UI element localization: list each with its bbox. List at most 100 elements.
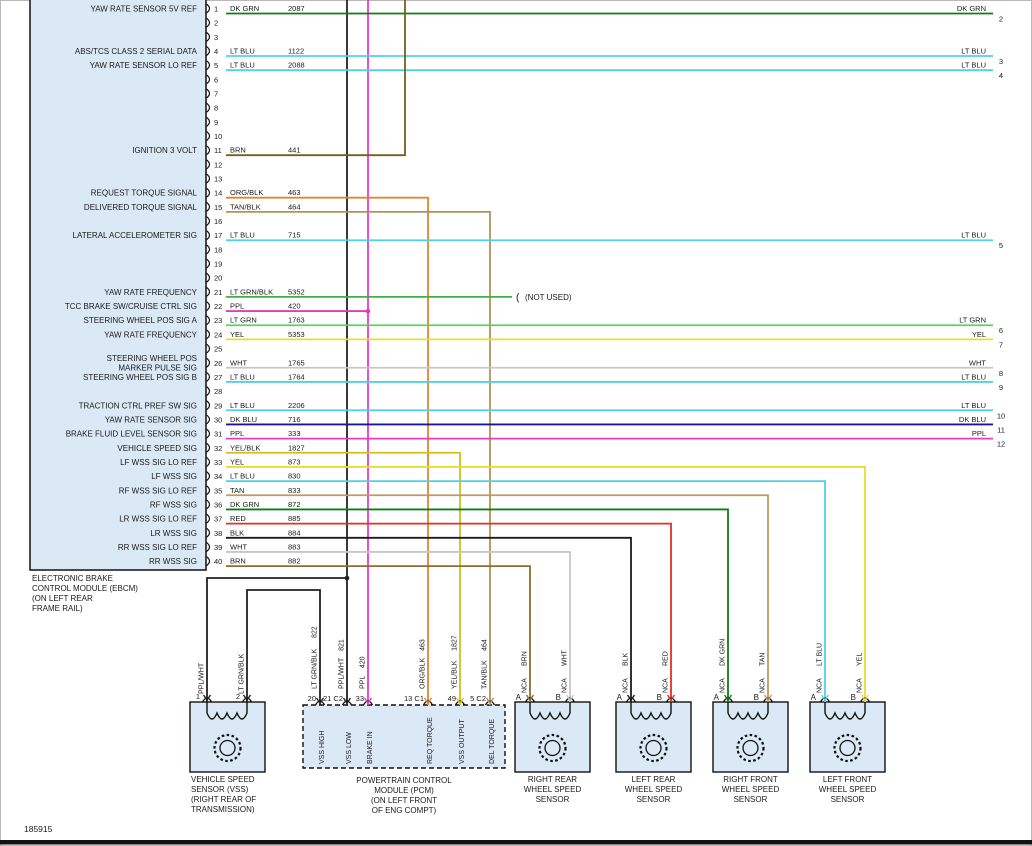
ebcm-pin-number: 40 xyxy=(214,557,222,566)
pcm-pin-number: 49 xyxy=(448,694,456,703)
ebcm-pin-number: 34 xyxy=(214,472,222,481)
ebcm-pin-label: YAW RATE SENSOR 5V REF xyxy=(90,5,197,14)
pcm-wire-color-label: TAN/BLK xyxy=(482,660,489,689)
sensor-pin-tag: NCA xyxy=(522,678,529,693)
wire-color-label: WHT xyxy=(230,358,247,367)
pcm-wire-color-label: YEL/BLK xyxy=(452,660,459,689)
wire-color-label-right: LT BLU xyxy=(961,401,986,410)
figure-number: 185915 xyxy=(24,824,53,834)
pin-connector-icon xyxy=(206,301,211,312)
pcm-pin-number: 33 xyxy=(356,694,364,703)
wheel-sensor-name: SENSOR xyxy=(831,795,865,804)
wire-color-label: BLK xyxy=(230,528,244,537)
wire-color-label: WHT xyxy=(230,542,247,551)
pin-connector-icon xyxy=(625,697,637,703)
wire-color-label: BRN xyxy=(230,557,246,566)
wheel-sensor-name: WHEEL SPEED xyxy=(819,785,877,794)
wire xyxy=(455,697,465,705)
wheel-sensor-name: RIGHT FRONT xyxy=(723,775,778,784)
ebcm-pin-label: YAW RATE SENSOR LO REF xyxy=(90,61,198,70)
coil-icon xyxy=(824,702,866,720)
sensor-pin-tag: NCA xyxy=(623,678,630,693)
pcm-pin-number: 13 C1 xyxy=(404,694,424,703)
wire-circuit-label: 2088 xyxy=(288,61,305,70)
wire xyxy=(226,0,406,157)
sensor-pin-letter: A xyxy=(714,693,720,702)
pin-connector-icon xyxy=(206,499,211,510)
wire-circuit-label: 5353 xyxy=(288,330,305,339)
sensor-pin-tag: NCA xyxy=(562,678,569,693)
pcm-wire-circuit-label: 463 xyxy=(420,639,427,651)
wheel-sensor-name: WHEEL SPEED xyxy=(625,785,683,794)
pin-connector-icon xyxy=(859,697,871,703)
wire-circuit-label: 464 xyxy=(288,202,301,211)
wire xyxy=(342,697,352,705)
ebcm-pin-number: 21 xyxy=(214,288,222,297)
ebcm-pin-number: 24 xyxy=(214,330,222,339)
sensor-wire-color-label: DK GRN xyxy=(720,639,727,666)
pin-connector-icon xyxy=(484,700,496,706)
ebcm-pin-number: 15 xyxy=(214,203,222,212)
ebcm-pin-number: 31 xyxy=(214,430,222,439)
wire-exit-number: 10 xyxy=(997,411,1005,420)
ebcm-pin-label: VEHICLE SPEED SIG xyxy=(117,444,197,453)
sensor-pin-letter: A xyxy=(516,693,522,702)
pin-connector-icon xyxy=(206,286,211,297)
pin-connector-icon xyxy=(206,145,211,156)
sensor-pin-tag: NCA xyxy=(817,678,824,693)
ebcm-pin-label: RF WSS SIG xyxy=(150,500,197,509)
ebcm-pin-number: 8 xyxy=(214,104,218,113)
pcm-name: MODULE (PCM) xyxy=(374,786,434,795)
wire xyxy=(666,694,676,702)
pin-connector-icon xyxy=(206,216,211,227)
pin-connector-icon xyxy=(206,386,211,397)
sensor-wire-color-label: YEL xyxy=(857,653,864,666)
vss-pin-number: 2 xyxy=(236,692,240,701)
vss-name: VEHICLE SPEED xyxy=(191,775,255,784)
wire-circuit-label: 1763 xyxy=(288,316,305,325)
ebcm-pin-label: ABS/TCS CLASS 2 SERIAL DATA xyxy=(75,47,198,56)
gear-icon-hub xyxy=(645,739,662,757)
pin-connector-icon xyxy=(206,513,211,524)
pin-connector-icon xyxy=(201,697,213,703)
wire xyxy=(226,565,531,702)
pin-connector-icon xyxy=(206,442,211,453)
pin-connector-icon xyxy=(206,187,211,198)
wire xyxy=(485,697,495,705)
ebcm-pin-number: 22 xyxy=(214,302,222,311)
pcm-box xyxy=(302,704,506,769)
ebcm-pin-label: RR WSS SIG xyxy=(149,557,197,566)
wire-color-label: RED xyxy=(230,514,246,523)
sensor-pin-letter: B xyxy=(754,693,759,702)
ebcm-pin-number: 1 xyxy=(214,5,218,14)
ebcm-pin-number: 4 xyxy=(214,47,218,56)
wire-exit-number: 7 xyxy=(999,340,1003,349)
pin-connector-icon xyxy=(206,31,211,42)
ebcm-pin-number: 23 xyxy=(214,316,222,325)
wire-exit-number: 2 xyxy=(999,15,1003,24)
ebcm-pin-number: 6 xyxy=(214,75,218,84)
pin-connector-icon xyxy=(362,700,374,706)
not-used-connector-icon: ( xyxy=(516,292,520,303)
wire xyxy=(363,697,373,705)
ebcm-pin-number: 25 xyxy=(214,345,222,354)
pin-connector-icon xyxy=(206,258,211,269)
ebcm-pin-number: 11 xyxy=(214,146,222,155)
vss-name: TRANSMISSION) xyxy=(191,805,255,814)
wire-exit-number: 12 xyxy=(997,440,1005,449)
wire xyxy=(206,577,348,705)
ebcm-pin-label: TCC BRAKE SW/CRUISE CTRL SIG xyxy=(65,302,197,311)
wheel-sensor-name: RIGHT REAR xyxy=(528,775,577,784)
pin-connector-icon xyxy=(206,400,211,411)
ebcm-pin-label: YAW RATE FREQUENCY xyxy=(104,288,197,297)
pin-connector-icon xyxy=(206,414,211,425)
pcm-signal-label: VSS OUTPUT xyxy=(459,719,466,764)
sensor-pin-letter: A xyxy=(811,693,817,702)
wheel-sensor-name: LEFT FRONT xyxy=(823,775,872,784)
wire-color-label-right: YEL xyxy=(972,330,986,339)
gear-icon xyxy=(213,733,242,763)
sensor-wire-color-label: TAN xyxy=(760,653,767,666)
sensor-pin-letter: B xyxy=(556,693,561,702)
wire xyxy=(423,697,433,705)
wire-color-label: BRN xyxy=(230,146,246,155)
